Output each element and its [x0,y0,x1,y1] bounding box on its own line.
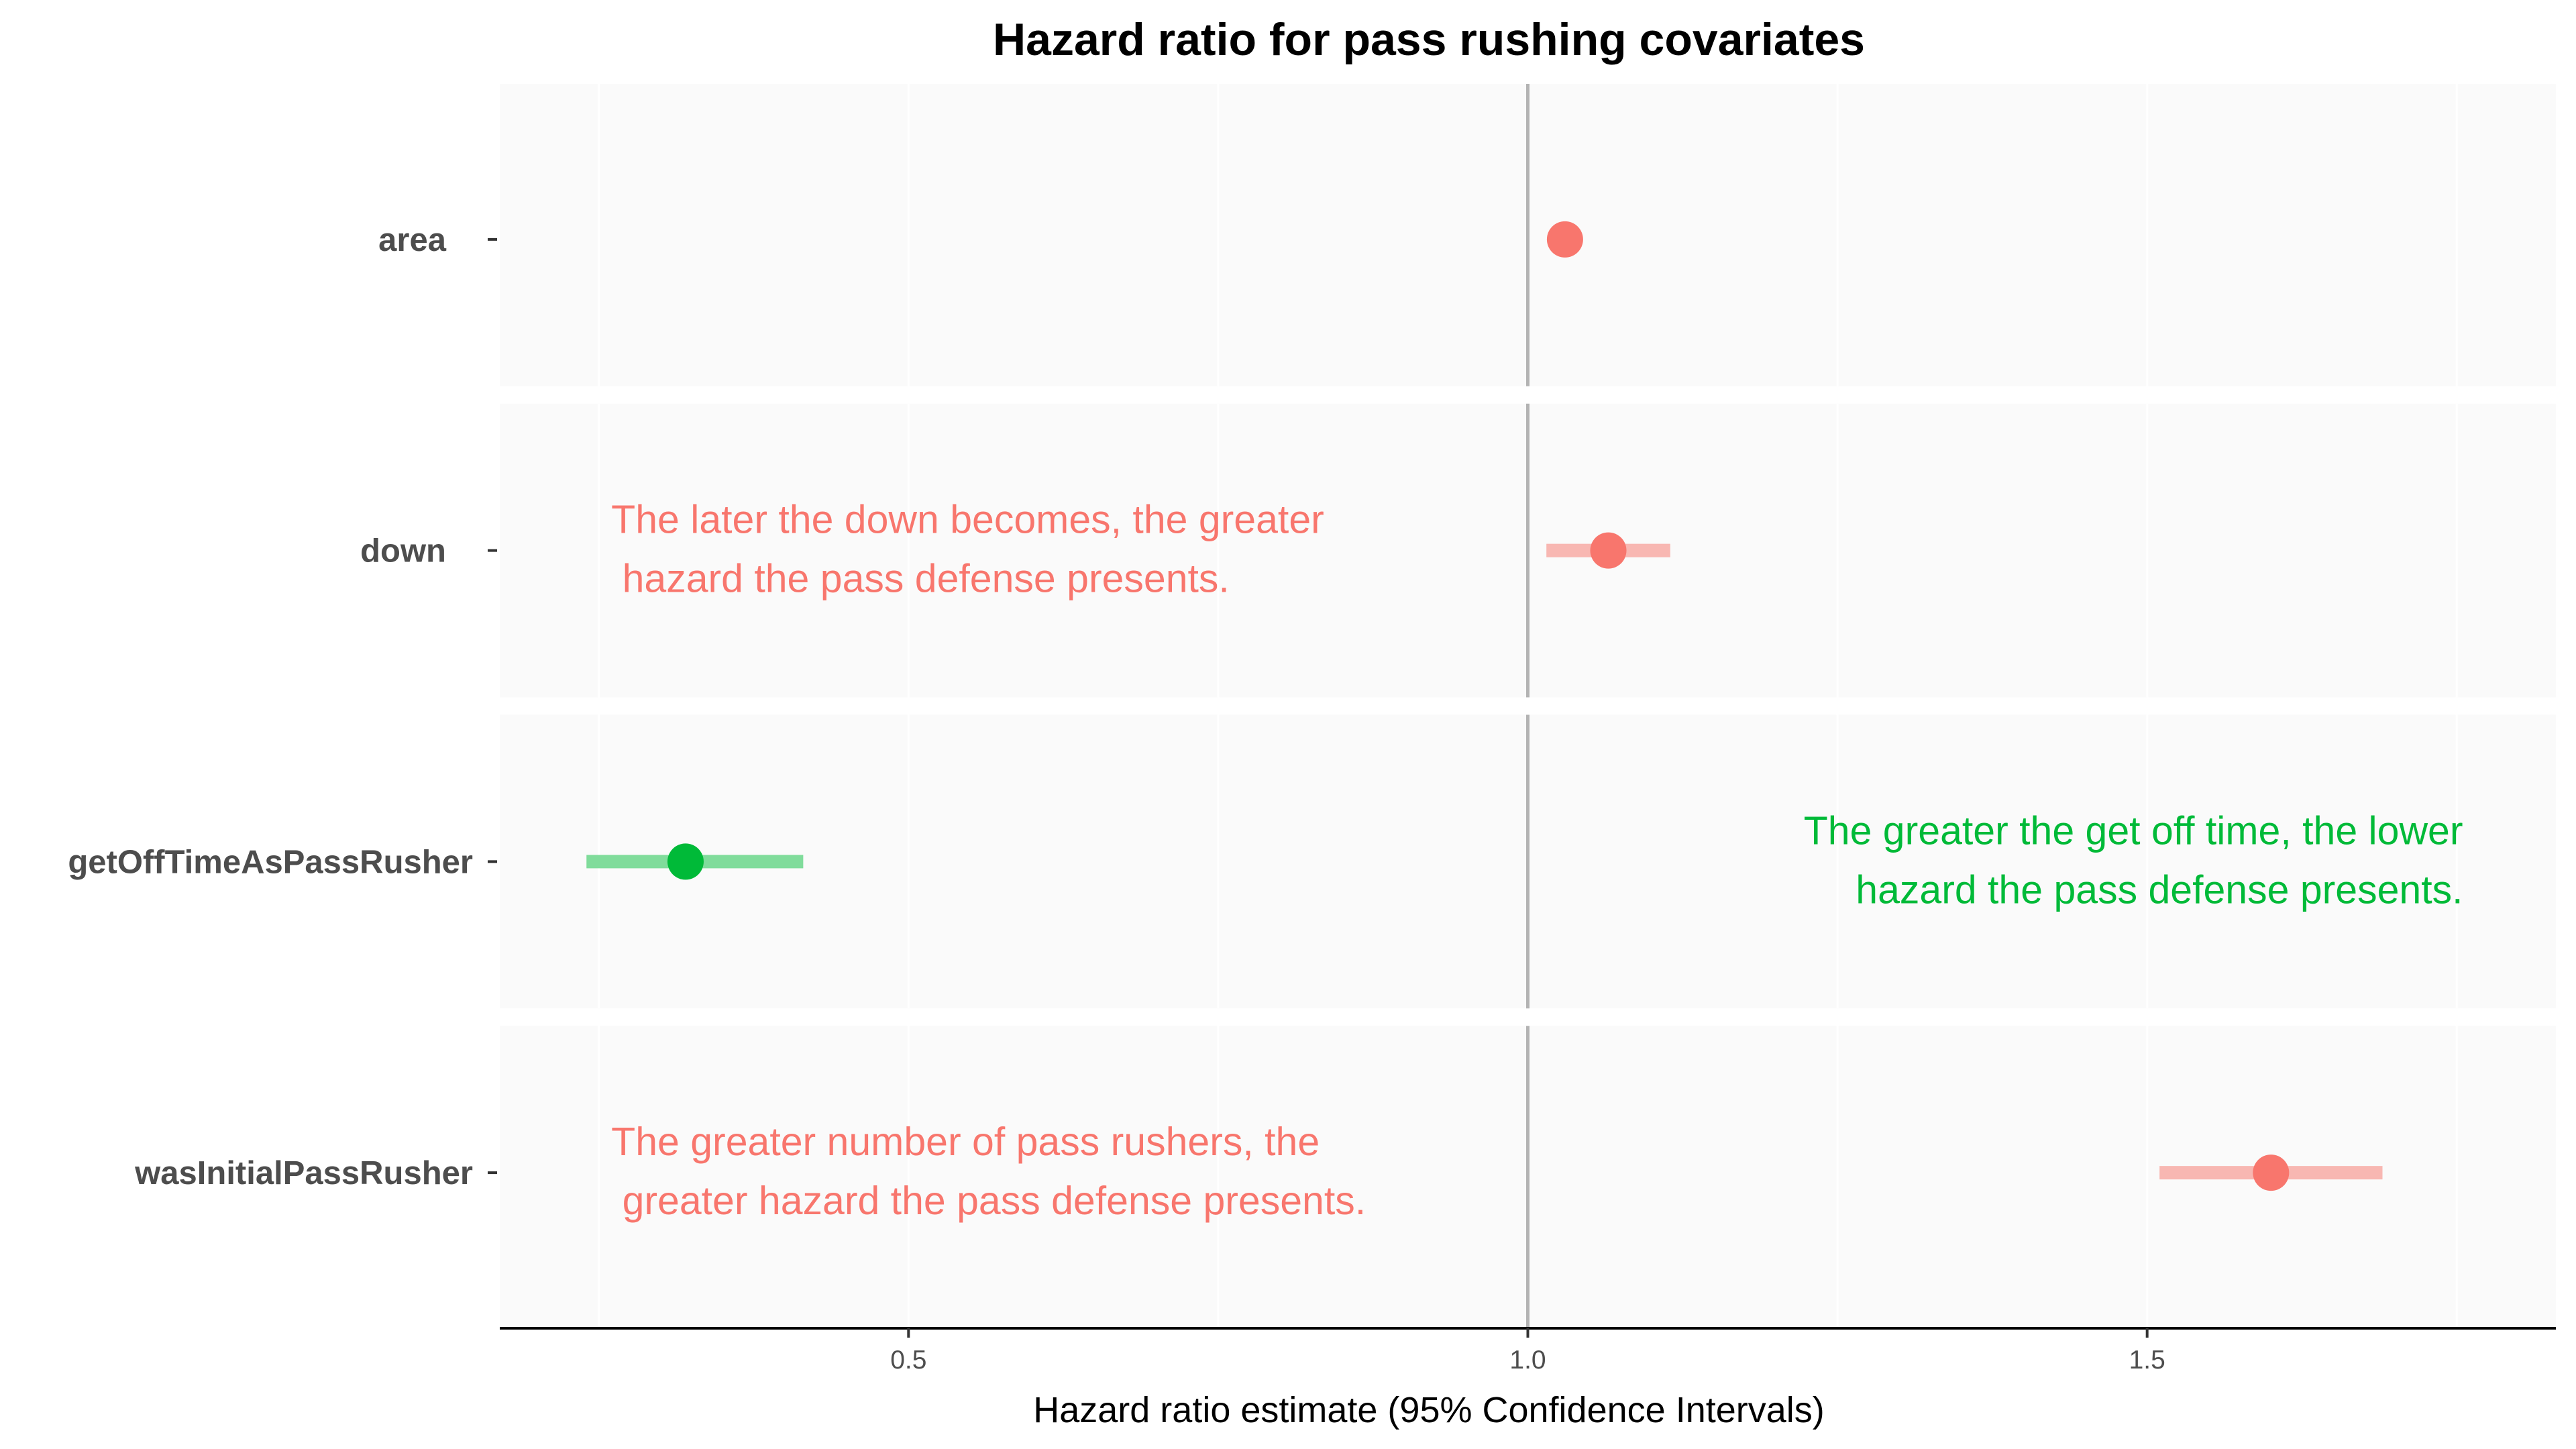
row-label: down [360,533,446,570]
x-tick-label: 0.5 [890,1346,926,1375]
estimate-point-layer [667,221,2290,1191]
annotation-line: hazard the pass defense presents. [611,557,1230,601]
annotation-line: The greater the get off time, the lower [1804,808,2463,853]
row-label: area [378,222,447,258]
annotation-text: The greater number of pass rushers, the … [611,1120,1366,1223]
estimate-point [1590,532,1627,569]
annotation-line: greater hazard the pass defense presents… [611,1179,1366,1223]
annotation-text: The greater the get off time, the lower h… [1804,808,2463,912]
chart-title: Hazard ratio for pass rushing covariates [993,14,1865,65]
annotation-layer: The later the down becomes, the greater … [611,498,2463,1224]
estimate-point [667,843,704,880]
annotation-line: hazard the pass defense presents. [1856,867,2463,912]
x-axis-title: Hazard ratio estimate (95% Confidence In… [1033,1390,1825,1430]
estimate-point [2253,1155,2290,1191]
row-label: getOffTimeAsPassRusher [68,844,473,880]
x-axis: 0.5 1.0 1.5 [500,1327,2556,1375]
row-label: wasInitialPassRusher [134,1155,473,1191]
estimate-point [1546,221,1583,258]
annotation-text: The later the down becomes, the greater … [611,498,1324,601]
annotation-line: The later the down becomes, the greater [611,498,1324,542]
annotation-line: The greater number of pass rushers, the [611,1120,1320,1164]
row-label-layer: area down getOffTimeAsPassRusher wasInitial… [68,222,497,1191]
x-tick-label: 1.5 [2129,1346,2165,1375]
x-tick-label: 1.0 [1509,1346,1546,1375]
